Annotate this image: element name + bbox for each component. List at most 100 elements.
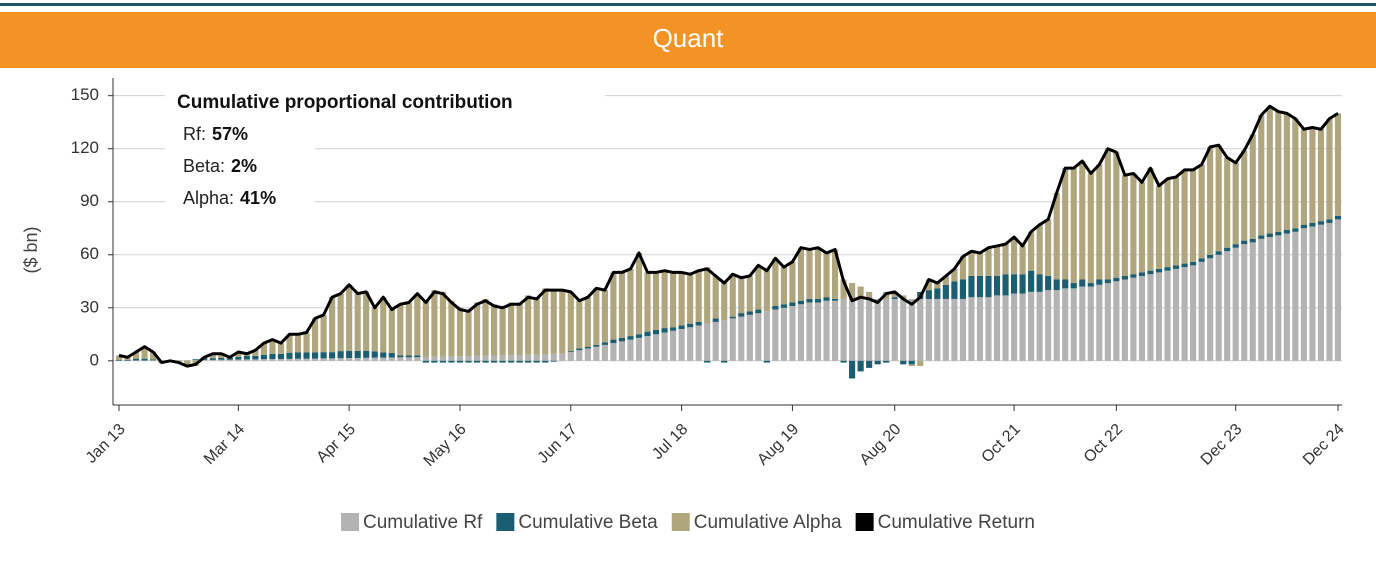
- bar-segment: [1062, 168, 1069, 280]
- bar-segment: [456, 307, 464, 357]
- bar-segment: [1019, 274, 1026, 294]
- y-tick-label: 90: [80, 191, 99, 210]
- bars: [115, 106, 1342, 379]
- bar-segment: [499, 306, 506, 356]
- bar-segment: [1300, 228, 1307, 361]
- x-tick-label: Mar 14: [201, 421, 248, 468]
- bar-segment: [1147, 168, 1154, 271]
- bar-segment: [1113, 281, 1120, 361]
- y-tick-label: 60: [80, 244, 99, 263]
- bar-segment: [337, 358, 344, 361]
- bar-segment: [746, 314, 753, 361]
- bar-segment: [874, 360, 881, 365]
- x-tick-label: Aug 19: [754, 421, 802, 469]
- bar-segment: [499, 360, 506, 363]
- bar-segment: [422, 300, 429, 357]
- bar-segment: [806, 249, 813, 299]
- bar-segment: [550, 353, 557, 361]
- bar-segment: [1249, 134, 1256, 239]
- bar-segment: [840, 279, 847, 299]
- bar-segment: [695, 321, 702, 326]
- bar-segment: [1215, 251, 1222, 255]
- bar-segment: [405, 357, 412, 361]
- bar-segment: [465, 360, 472, 363]
- bar-segment: [951, 298, 958, 361]
- bar-segment: [917, 360, 924, 367]
- bar-segment: [448, 356, 455, 361]
- bar-segment: [516, 360, 523, 363]
- bar-segment: [431, 356, 438, 361]
- bar-segment: [1002, 274, 1009, 296]
- legend-label: Cumulative Alpha: [694, 512, 842, 533]
- bar-segment: [1283, 230, 1290, 234]
- bar-segment: [491, 355, 498, 361]
- x-tick-label: Oct 21: [979, 421, 1024, 466]
- bar-segment: [1207, 254, 1214, 259]
- bar-segment: [1215, 254, 1222, 361]
- bar-segment: [1011, 274, 1018, 294]
- bar-segment: [243, 359, 250, 361]
- bar-segment: [951, 268, 958, 282]
- bar-segment: [1104, 279, 1111, 284]
- bar-segment: [405, 302, 412, 356]
- bar-segment: [371, 357, 378, 361]
- bar-segment: [533, 297, 540, 355]
- bar-segment: [797, 304, 805, 361]
- bar-segment: [831, 300, 839, 361]
- bar-segment: [704, 323, 711, 361]
- bar-segment: [567, 291, 574, 352]
- bar-segment: [1002, 295, 1009, 361]
- bar-segment: [1164, 178, 1171, 268]
- bar-segment: [346, 357, 353, 361]
- bar-segment: [1334, 219, 1342, 361]
- bar-segment: [635, 337, 643, 361]
- bar-segment: [1241, 150, 1248, 241]
- bar-segment: [635, 252, 643, 335]
- bar-segment: [772, 258, 779, 307]
- bar-segment: [789, 261, 796, 303]
- bar-segment: [311, 352, 319, 359]
- bar-segment: [1266, 106, 1273, 234]
- bar-segment: [763, 311, 770, 361]
- bar-segment: [1164, 267, 1171, 271]
- bar-segment: [976, 252, 984, 276]
- bar-segment: [1130, 274, 1137, 278]
- bar-segment: [414, 357, 421, 361]
- bar-segment: [866, 360, 873, 368]
- bar-segment: [269, 339, 276, 354]
- bar-segment: [405, 355, 412, 358]
- bar-segment: [525, 295, 532, 355]
- bar-segment: [1028, 291, 1035, 361]
- bar-segment: [687, 274, 694, 324]
- bar-segment: [1334, 113, 1342, 216]
- bar-segment: [729, 274, 736, 317]
- bar-segment: [482, 298, 489, 356]
- bar-segment: [559, 290, 566, 354]
- bar-segment: [354, 357, 361, 361]
- x-tick-label: Dec 23: [1198, 421, 1246, 469]
- legend-item: Cumulative Alpha: [671, 512, 842, 533]
- bar-segment: [465, 356, 472, 361]
- bar-segment: [1121, 279, 1128, 361]
- bar-segment: [993, 275, 1001, 296]
- bar-segment: [1138, 275, 1146, 361]
- bar-segment: [1258, 115, 1265, 236]
- bar-segment: [115, 355, 123, 360]
- bar-segment: [354, 350, 361, 358]
- bar-segment: [1087, 286, 1094, 361]
- bar-segment: [1096, 164, 1103, 280]
- bar-segment: [780, 304, 787, 308]
- bar-segment: [371, 351, 378, 358]
- bar-segment: [1317, 129, 1325, 222]
- bar-segment: [934, 298, 941, 361]
- x-tick-label: Dec 24: [1300, 421, 1348, 469]
- bar-segment: [942, 298, 949, 361]
- bar-segment: [1232, 247, 1239, 361]
- bar-segment: [934, 288, 941, 299]
- bar-segment: [260, 354, 267, 360]
- bar-segment: [840, 298, 847, 361]
- bar-segment: [559, 353, 566, 361]
- bar-segment: [473, 360, 481, 363]
- bar-segment: [132, 351, 140, 359]
- bar-segment: [1164, 270, 1171, 361]
